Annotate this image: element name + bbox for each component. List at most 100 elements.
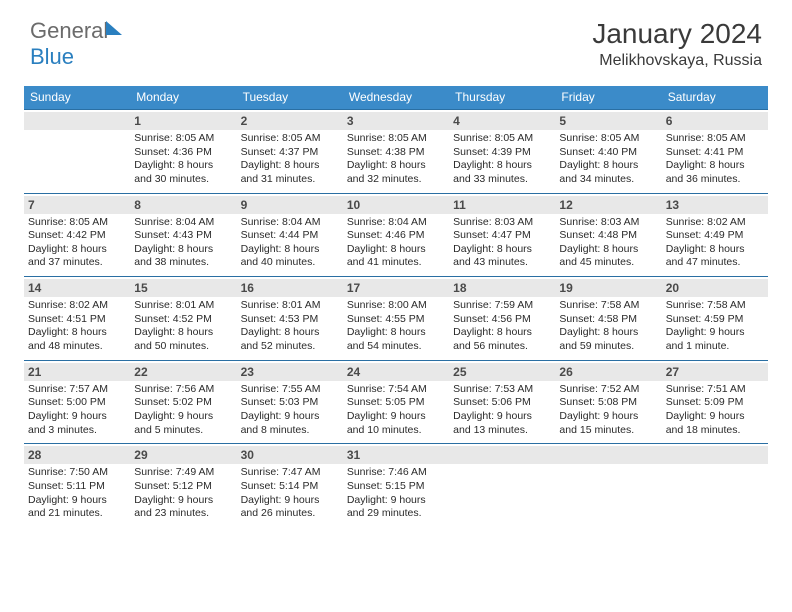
day-cell: 20Sunrise: 7:58 AMSunset: 4:59 PMDayligh… xyxy=(662,277,768,360)
day-info-line: Daylight: 9 hours xyxy=(666,410,764,424)
day-info-line: Sunset: 4:36 PM xyxy=(134,146,232,160)
header: General Blue January 2024 Melikhovskaya,… xyxy=(0,0,792,78)
day-info-line: Sunset: 4:43 PM xyxy=(134,229,232,243)
day-info-line: and 30 minutes. xyxy=(134,173,232,187)
day-info-line: Sunset: 4:38 PM xyxy=(347,146,445,160)
day-info-line: Sunset: 5:12 PM xyxy=(134,480,232,494)
day-info-line: Sunset: 4:49 PM xyxy=(666,229,764,243)
day-info-line: Sunrise: 8:03 AM xyxy=(453,216,551,230)
day-cell: 24Sunrise: 7:54 AMSunset: 5:05 PMDayligh… xyxy=(343,361,449,444)
day-info-line: Sunset: 4:42 PM xyxy=(28,229,126,243)
day-info-line: Sunset: 5:03 PM xyxy=(241,396,339,410)
day-info-line: and 21 minutes. xyxy=(28,507,126,521)
day-info-line: Sunset: 5:15 PM xyxy=(347,480,445,494)
day-info-line: and 29 minutes. xyxy=(347,507,445,521)
day-info-line: Daylight: 8 hours xyxy=(453,326,551,340)
day-info-line: Sunset: 4:55 PM xyxy=(347,313,445,327)
week-row: 14Sunrise: 8:02 AMSunset: 4:51 PMDayligh… xyxy=(24,276,768,360)
day-number: 24 xyxy=(343,363,449,381)
day-info-line: Sunrise: 8:05 AM xyxy=(134,132,232,146)
day-info-line: and 38 minutes. xyxy=(134,256,232,270)
day-number: 29 xyxy=(130,446,236,464)
logo-text: General Blue xyxy=(30,18,122,70)
day-number: 1 xyxy=(130,112,236,130)
day-info-line: Daylight: 8 hours xyxy=(134,326,232,340)
day-info-line: and 33 minutes. xyxy=(453,173,551,187)
day-cell: 4Sunrise: 8:05 AMSunset: 4:39 PMDaylight… xyxy=(449,110,555,193)
day-info-line: Daylight: 8 hours xyxy=(347,243,445,257)
day-cell: 30Sunrise: 7:47 AMSunset: 5:14 PMDayligh… xyxy=(237,444,343,527)
day-info-line: Sunset: 4:41 PM xyxy=(666,146,764,160)
day-info-line: Daylight: 9 hours xyxy=(241,410,339,424)
day-info-line: Sunrise: 7:53 AM xyxy=(453,383,551,397)
day-info-line: Sunrise: 7:51 AM xyxy=(666,383,764,397)
day-info-line: and 26 minutes. xyxy=(241,507,339,521)
logo-word2: Blue xyxy=(30,44,74,69)
day-info-line: Sunrise: 8:05 AM xyxy=(559,132,657,146)
day-info-line: and 5 minutes. xyxy=(134,424,232,438)
day-info-line: Daylight: 8 hours xyxy=(559,243,657,257)
day-info-line: and 50 minutes. xyxy=(134,340,232,354)
logo: General Blue xyxy=(30,18,122,70)
day-info-line: Sunrise: 7:56 AM xyxy=(134,383,232,397)
day-info-line: Sunset: 4:37 PM xyxy=(241,146,339,160)
day-info-line: Sunset: 5:05 PM xyxy=(347,396,445,410)
day-info-line: Sunrise: 8:02 AM xyxy=(28,299,126,313)
day-info-line: Daylight: 8 hours xyxy=(241,326,339,340)
day-info-line: Daylight: 9 hours xyxy=(241,494,339,508)
day-number: 7 xyxy=(24,196,130,214)
day-header: Tuesday xyxy=(237,86,343,109)
day-cell: 31Sunrise: 7:46 AMSunset: 5:15 PMDayligh… xyxy=(343,444,449,527)
day-info-line: and 15 minutes. xyxy=(559,424,657,438)
day-info-line: Sunrise: 8:05 AM xyxy=(28,216,126,230)
day-info-line: Sunrise: 7:52 AM xyxy=(559,383,657,397)
day-number: 20 xyxy=(662,279,768,297)
day-cell: 15Sunrise: 8:01 AMSunset: 4:52 PMDayligh… xyxy=(130,277,236,360)
day-info-line: Sunrise: 8:04 AM xyxy=(241,216,339,230)
day-info-line: Sunrise: 7:57 AM xyxy=(28,383,126,397)
week-row: 1Sunrise: 8:05 AMSunset: 4:36 PMDaylight… xyxy=(24,109,768,193)
day-info-line: Sunrise: 7:58 AM xyxy=(559,299,657,313)
day-info-line: and 59 minutes. xyxy=(559,340,657,354)
day-info-line: and 13 minutes. xyxy=(453,424,551,438)
day-cell: 9Sunrise: 8:04 AMSunset: 4:44 PMDaylight… xyxy=(237,194,343,277)
day-number: 23 xyxy=(237,363,343,381)
day-info-line: and 18 minutes. xyxy=(666,424,764,438)
day-cell xyxy=(555,444,661,527)
day-info-line: Sunset: 5:11 PM xyxy=(28,480,126,494)
day-info-line: Sunset: 4:47 PM xyxy=(453,229,551,243)
day-info-line: and 45 minutes. xyxy=(559,256,657,270)
day-info-line: Sunrise: 7:47 AM xyxy=(241,466,339,480)
day-info-line: Sunset: 4:59 PM xyxy=(666,313,764,327)
week-row: 28Sunrise: 7:50 AMSunset: 5:11 PMDayligh… xyxy=(24,443,768,527)
day-info-line: Sunset: 4:39 PM xyxy=(453,146,551,160)
day-cell: 6Sunrise: 8:05 AMSunset: 4:41 PMDaylight… xyxy=(662,110,768,193)
day-number: 15 xyxy=(130,279,236,297)
day-number: 28 xyxy=(24,446,130,464)
day-info-line: Sunrise: 8:01 AM xyxy=(134,299,232,313)
day-cell: 12Sunrise: 8:03 AMSunset: 4:48 PMDayligh… xyxy=(555,194,661,277)
day-info-line: and 54 minutes. xyxy=(347,340,445,354)
day-cell: 13Sunrise: 8:02 AMSunset: 4:49 PMDayligh… xyxy=(662,194,768,277)
day-info-line: Sunset: 4:51 PM xyxy=(28,313,126,327)
day-info-line: and 48 minutes. xyxy=(28,340,126,354)
day-header: Thursday xyxy=(449,86,555,109)
day-info-line: Daylight: 8 hours xyxy=(134,159,232,173)
day-number: 8 xyxy=(130,196,236,214)
day-info-line: Sunrise: 7:55 AM xyxy=(241,383,339,397)
logo-word1: General xyxy=(30,18,108,43)
title-location: Melikhovskaya, Russia xyxy=(592,52,762,70)
day-info-line: Sunset: 5:14 PM xyxy=(241,480,339,494)
day-info-line: Sunset: 5:02 PM xyxy=(134,396,232,410)
day-info-line: Sunrise: 8:00 AM xyxy=(347,299,445,313)
day-info-line: and 37 minutes. xyxy=(28,256,126,270)
day-info-line: Sunrise: 7:54 AM xyxy=(347,383,445,397)
day-info-line: and 43 minutes. xyxy=(453,256,551,270)
day-number: 19 xyxy=(555,279,661,297)
day-header: Friday xyxy=(555,86,661,109)
day-info-line: Daylight: 8 hours xyxy=(241,159,339,173)
day-number: 11 xyxy=(449,196,555,214)
day-info-line: Sunrise: 7:46 AM xyxy=(347,466,445,480)
day-cell: 22Sunrise: 7:56 AMSunset: 5:02 PMDayligh… xyxy=(130,361,236,444)
day-info-line: Daylight: 8 hours xyxy=(666,159,764,173)
